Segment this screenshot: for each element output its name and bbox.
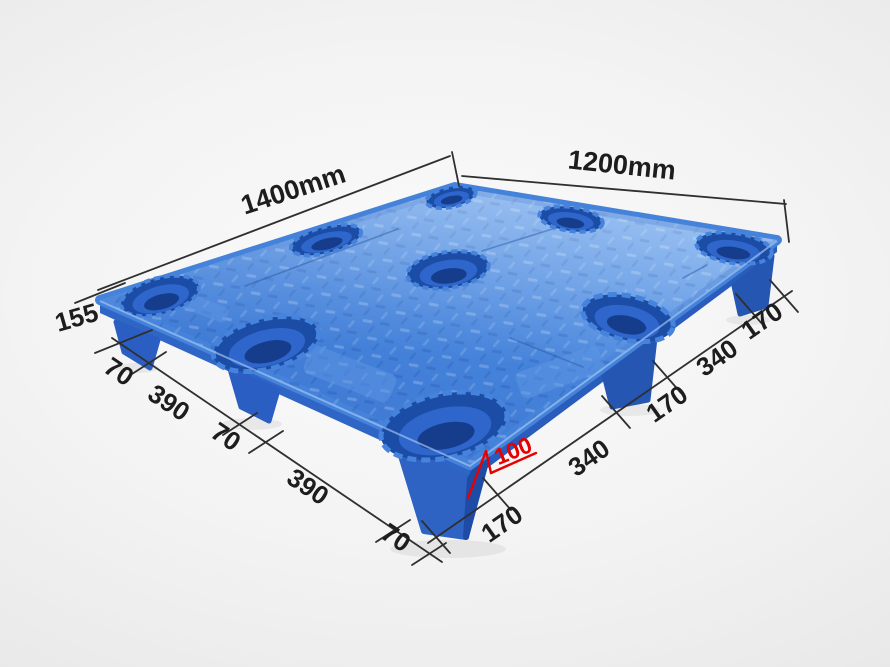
dimension-line-right-chain bbox=[427, 290, 793, 544]
taper-line bbox=[466, 449, 488, 500]
cup-center bbox=[405, 249, 491, 291]
pallet bbox=[95, 182, 782, 540]
deck-pad bbox=[303, 345, 397, 403]
taper-line bbox=[484, 449, 493, 475]
deck-pad bbox=[515, 345, 605, 399]
deck-slot-line bbox=[481, 225, 563, 252]
height-dimension-label: 155 bbox=[52, 297, 102, 338]
right-chain-label-4: 340 bbox=[690, 333, 743, 382]
cup-back-left-mid bbox=[288, 222, 364, 258]
dimension-tick bbox=[248, 430, 284, 454]
cup-left-corner bbox=[119, 273, 201, 319]
pallet-foot-right-corner bbox=[731, 253, 775, 317]
shadow-right-corner-foot bbox=[726, 315, 770, 325]
length-dimension-label: 1400mm bbox=[237, 158, 349, 220]
cup-back-corner bbox=[424, 183, 478, 211]
dimension-tick bbox=[375, 519, 411, 543]
width-dimension-label: 1200mm bbox=[567, 144, 678, 185]
dimension-tick bbox=[222, 412, 258, 436]
cup-right-corner bbox=[694, 230, 774, 266]
shadow-front-foot bbox=[390, 540, 506, 558]
dimension-line-width bbox=[461, 175, 787, 205]
dimension-tick bbox=[74, 282, 126, 304]
taper-underline bbox=[489, 451, 538, 475]
pallet-foot-left-mid bbox=[227, 366, 281, 424]
cup-back-right-mid bbox=[537, 204, 605, 234]
dimension-tick bbox=[783, 199, 790, 243]
dimension-tick bbox=[482, 477, 512, 511]
pallet-deck-sheen bbox=[100, 187, 777, 465]
nesting-cups bbox=[119, 183, 774, 463]
dimension-tick bbox=[735, 293, 765, 327]
deck-front-rim-highlight bbox=[99, 240, 778, 468]
pallet-foot-right-mid bbox=[601, 335, 658, 410]
dimension-line-left-chain bbox=[111, 337, 443, 563]
cup-front-left-mid bbox=[210, 313, 322, 375]
dimension-tick bbox=[411, 542, 447, 566]
dimension-line-length bbox=[97, 155, 451, 291]
dimension-tick bbox=[421, 520, 451, 554]
right-chain-label-1: 170 bbox=[475, 499, 528, 548]
dimension-tick bbox=[652, 360, 682, 394]
deck-slot-line bbox=[509, 337, 584, 368]
dimension-tick bbox=[94, 329, 153, 354]
right-chain-label-2: 340 bbox=[562, 433, 615, 482]
dimension-tick bbox=[769, 279, 799, 313]
dimension-tick bbox=[601, 395, 631, 429]
left-chain-label-4: 390 bbox=[282, 462, 335, 511]
left-chain-label-2: 390 bbox=[143, 378, 196, 427]
dimension-tick bbox=[131, 351, 167, 375]
deck-slot-line bbox=[244, 228, 399, 287]
dimension-tick bbox=[451, 151, 460, 187]
deck-slot-line bbox=[682, 264, 708, 279]
deck-slot-lines bbox=[244, 225, 708, 368]
cup-front-corner bbox=[378, 389, 510, 463]
